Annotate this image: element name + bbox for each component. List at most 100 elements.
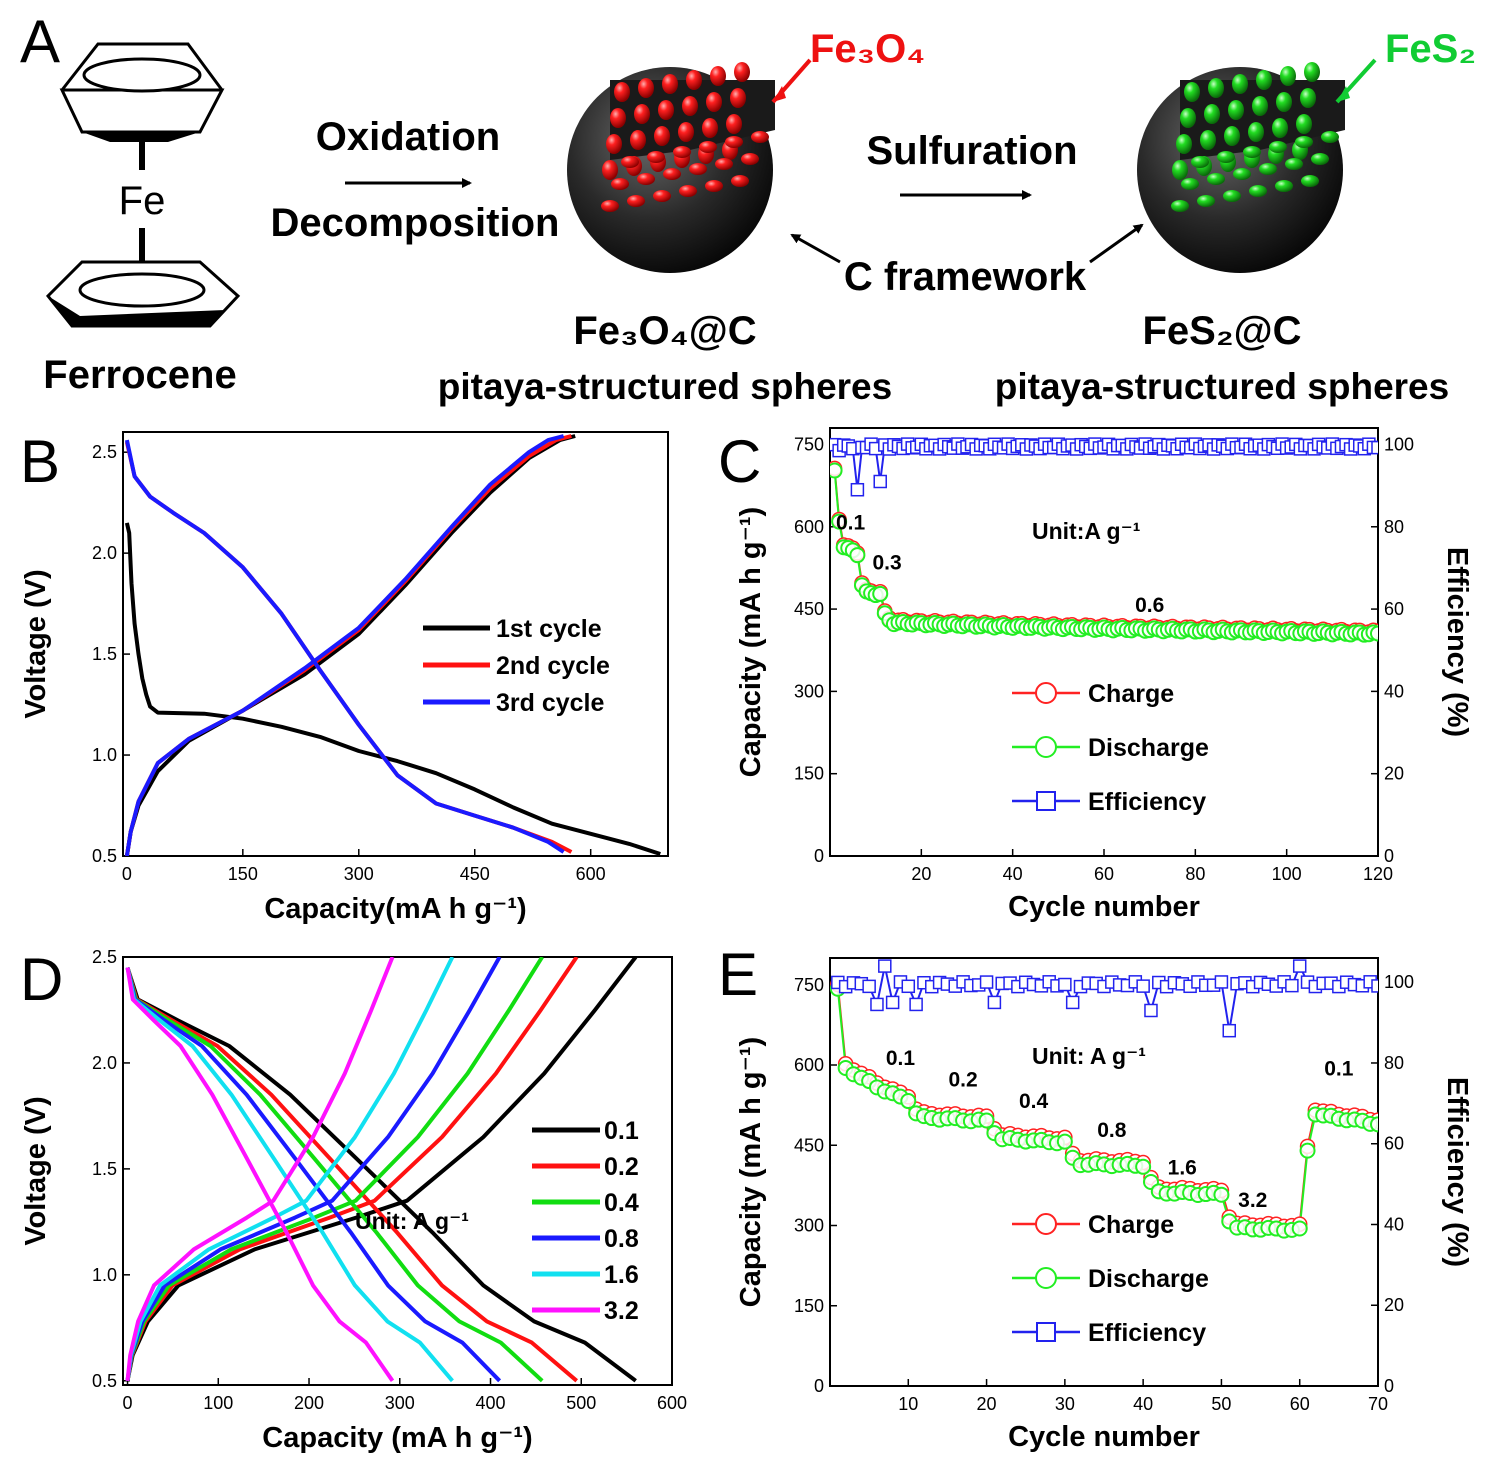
efficiency-point xyxy=(851,484,863,496)
particle xyxy=(1217,151,1235,163)
y-tick-label: 450 xyxy=(794,1135,824,1155)
particle xyxy=(686,70,702,90)
y-tick-label: 450 xyxy=(794,599,824,619)
efficiency-point xyxy=(1215,976,1227,988)
x-tick-label: 70 xyxy=(1368,1394,1388,1414)
particle xyxy=(654,126,670,146)
particle xyxy=(653,190,671,202)
y-tick-label: 1.0 xyxy=(92,1265,117,1285)
legend-label: Charge xyxy=(1088,680,1174,708)
y-tick-label: 2.0 xyxy=(92,543,117,563)
series-lines xyxy=(128,957,636,1381)
legend-label: Discharge xyxy=(1088,1265,1209,1293)
c-framework-pointer-right xyxy=(1090,225,1142,262)
efficiency-point xyxy=(981,976,993,988)
efficiency-point xyxy=(1223,1025,1235,1037)
discharge-point xyxy=(1214,1188,1228,1202)
y-tick-label: 150 xyxy=(794,1296,824,1316)
efficiency-point xyxy=(1137,980,1149,992)
legend: 0.10.20.40.81.63.2 xyxy=(532,1117,639,1325)
y-tick-label: 2.0 xyxy=(92,1053,117,1073)
legend-label: 3rd cycle xyxy=(496,689,605,717)
x-tick-label: 10 xyxy=(898,1394,918,1414)
particle xyxy=(658,100,674,120)
discharge-line xyxy=(835,471,1378,635)
plot-frame xyxy=(123,432,668,856)
particle xyxy=(673,146,691,158)
discharge-point xyxy=(1371,1117,1385,1131)
particle xyxy=(606,134,622,154)
x-tick-label: 200 xyxy=(294,1393,324,1413)
legend-label: 3.2 xyxy=(604,1297,639,1325)
particle xyxy=(1249,185,1267,197)
efficiency-point xyxy=(1145,1004,1157,1016)
legend-swatch-marker xyxy=(1036,683,1056,703)
discharge-point xyxy=(850,548,864,562)
particle xyxy=(1172,160,1188,180)
particle xyxy=(1224,126,1240,146)
unit-label: Unit: A g⁻¹ xyxy=(1032,1043,1146,1069)
particle xyxy=(705,180,723,192)
particle xyxy=(1243,146,1261,158)
x-axis-label: Cycle number xyxy=(1008,891,1200,923)
particle xyxy=(1272,118,1288,138)
ferrocene-atom-fe: Fe xyxy=(119,179,166,223)
fe3o4-label: Fe₃O₄ xyxy=(810,27,925,71)
x-axis-label: Capacity (mA h g⁻¹) xyxy=(262,1422,532,1454)
rate-annotation: 0.1 xyxy=(836,512,866,535)
particle xyxy=(621,156,639,168)
panel-label-e: E xyxy=(718,941,758,1008)
y-axis-label: Capacity (mA h g⁻¹) xyxy=(735,507,767,777)
x-tick-label: 600 xyxy=(576,864,606,884)
legend-label: Efficiency xyxy=(1088,1319,1206,1347)
particle xyxy=(741,153,759,165)
rate-annotation: 1.6 xyxy=(1168,1157,1197,1180)
unit-label: Unit:A g⁻¹ xyxy=(1032,518,1140,544)
efficiency-point xyxy=(874,476,886,488)
efficiency-point xyxy=(1286,980,1298,992)
particle xyxy=(1280,66,1296,86)
particle xyxy=(731,175,749,187)
discharge-point xyxy=(1301,1144,1315,1158)
panel-label-b: B xyxy=(20,428,60,495)
y-tick-label: 2.5 xyxy=(92,442,117,462)
y-tick-label: 600 xyxy=(794,517,824,537)
particle xyxy=(730,88,746,108)
y2-tick-label: 80 xyxy=(1384,1053,1404,1073)
particle xyxy=(1285,158,1303,170)
x-tick-label: 40 xyxy=(1003,864,1023,884)
plot-frame xyxy=(123,957,672,1385)
particle xyxy=(1276,92,1292,112)
y-tick-label: 0.5 xyxy=(92,846,117,866)
x-tick-label: 60 xyxy=(1290,1394,1310,1414)
y2-tick-label: 20 xyxy=(1384,1295,1404,1315)
y-tick-label: 1.5 xyxy=(92,1159,117,1179)
particle xyxy=(726,114,742,134)
legend-label: 2nd cycle xyxy=(496,652,610,680)
x-tick-label: 500 xyxy=(566,1393,596,1413)
efficiency-point xyxy=(871,998,883,1010)
particle xyxy=(601,200,619,212)
particle xyxy=(637,173,655,185)
particle xyxy=(682,96,698,116)
y-axis-label: Voltage (V) xyxy=(20,569,52,718)
y2-tick-label: 40 xyxy=(1384,1214,1404,1234)
y2-tick-label: 20 xyxy=(1384,764,1404,784)
efficiency-point xyxy=(988,996,1000,1008)
particle xyxy=(610,108,626,128)
x-tick-label: 20 xyxy=(911,864,931,884)
particle xyxy=(1228,100,1244,120)
series-line-2-charge xyxy=(127,436,572,856)
y2-tick-label: 100 xyxy=(1384,972,1414,992)
particle xyxy=(1233,168,1251,180)
y2-tick-label: 60 xyxy=(1384,599,1404,619)
fes2-c-sphere xyxy=(1137,62,1345,273)
particle xyxy=(614,82,630,102)
efficiency-point xyxy=(879,960,891,972)
figure-canvas: A Fe Ferrocene Oxidation Decomposition F… xyxy=(0,0,1488,1481)
y-axis-label: Voltage (V) xyxy=(20,1096,52,1245)
chart-e-rate-cycling: 10 20 30 40 50 60 7001503004506007500204060801… xyxy=(735,958,1473,1453)
panel-label-c: C xyxy=(718,428,761,495)
legend-label: Discharge xyxy=(1088,734,1209,762)
particle xyxy=(1256,70,1272,90)
